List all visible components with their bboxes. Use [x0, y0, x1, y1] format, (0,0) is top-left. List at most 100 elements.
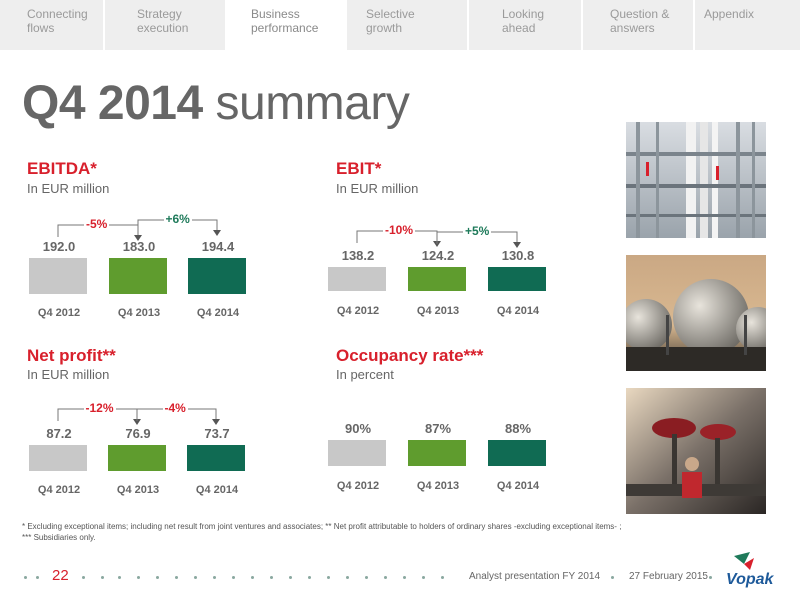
tab-label: performance [251, 21, 319, 35]
industrial-facility-photo [626, 122, 766, 238]
chart-bar [408, 440, 466, 466]
footer-dot [24, 576, 27, 579]
chart-bar [29, 445, 87, 471]
tab-label: Strategy [137, 7, 182, 21]
footer-dot [289, 576, 292, 579]
ebitda-subtitle: In EUR million [27, 181, 110, 196]
change-percent-label: -5% [84, 217, 110, 231]
footer-dot [384, 576, 387, 579]
presentation-date: 27 February 2015 [629, 571, 708, 582]
tab-selective-growth[interactable]: Selective growth [347, 0, 467, 50]
x-axis-label: Q4 2014 [496, 480, 540, 492]
x-axis-label: Q4 2013 [416, 305, 460, 317]
chart-bar [488, 440, 546, 466]
bar-value-label: 192.0 [42, 239, 76, 254]
tab-looking-ahead[interactable]: Looking ahead [469, 0, 581, 50]
vopak-logo: Vopak [720, 550, 780, 590]
footer-dot [82, 576, 85, 579]
ebitda-title: EBITDA* [27, 159, 97, 178]
tab-label: Looking [502, 7, 545, 21]
change-percent-label: -4% [162, 401, 188, 415]
footer-dot [365, 576, 368, 579]
x-axis-label: Q4 2012 [37, 484, 81, 496]
chart-bar [187, 445, 245, 471]
page-title: Q4 2014 summary [22, 76, 410, 132]
tab-label: ahead [502, 21, 536, 35]
top-navigation: Connecting flows Strategy execution Busi… [0, 0, 800, 50]
presentation-name: Analyst presentation FY 2014 [469, 571, 601, 582]
tab-label: Appendix [704, 7, 755, 21]
bar-value-label: 183.0 [122, 239, 156, 254]
change-percent-label: +5% [463, 224, 492, 238]
chart-bar [188, 258, 246, 294]
bar-value-label: 87.2 [46, 426, 72, 441]
footer-dot [156, 576, 159, 579]
chart-bar [328, 267, 386, 291]
footer-dot [232, 576, 235, 579]
x-axis-label: Q4 2012 [37, 307, 81, 319]
storage-tanks-photo [626, 255, 766, 371]
bar-value-label: 124.2 [421, 248, 455, 263]
page-number: 22 [52, 567, 69, 584]
chart-bar [328, 440, 386, 466]
occupancy-subtitle: In percent [336, 367, 394, 382]
x-axis-label: Q4 2014 [196, 307, 240, 319]
footer-dot [251, 576, 254, 579]
x-axis-label: Q4 2012 [336, 480, 380, 492]
tab-label: flows [27, 21, 55, 35]
footer-dot [308, 576, 311, 579]
footer-dot [213, 576, 216, 579]
change-percent-label: +6% [163, 212, 192, 226]
tab-question-answers[interactable]: Question & answers [583, 0, 693, 50]
change-percent-label: -12% [83, 401, 116, 415]
x-axis-label: Q4 2012 [336, 305, 380, 317]
ebit-subtitle: In EUR million [336, 181, 419, 196]
tab-label: Question & [610, 7, 670, 21]
x-axis-label: Q4 2013 [117, 307, 161, 319]
footer-dot [611, 576, 614, 579]
x-axis-label: Q4 2014 [195, 484, 239, 496]
footer-dot [137, 576, 140, 579]
footer-dot [346, 576, 349, 579]
chart-bar [408, 267, 466, 291]
valve-worker-photo [626, 388, 766, 514]
footer-dot [270, 576, 273, 579]
footer-dot [709, 576, 712, 579]
tab-label: Connecting [27, 7, 88, 21]
tab-label: Selective [366, 7, 415, 21]
tab-label: Business [251, 7, 300, 21]
bar-value-label: 88% [504, 421, 532, 436]
bar-value-label: 130.8 [501, 248, 535, 263]
tab-label: execution [137, 21, 189, 35]
footer-dot [194, 576, 197, 579]
bar-value-label: 194.4 [201, 239, 235, 254]
bar-value-label: 87% [424, 421, 452, 436]
tab-strategy-execution[interactable]: Strategy execution [105, 0, 225, 50]
bar-value-label: 138.2 [341, 248, 375, 263]
chart-bar [488, 267, 546, 291]
net-profit-subtitle: In EUR million [27, 367, 110, 382]
net-profit-title: Net profit** [27, 346, 116, 365]
footer-dot [403, 576, 406, 579]
change-percent-label: -10% [383, 223, 416, 237]
tab-connecting-flows[interactable]: Connecting flows [0, 0, 103, 50]
footnote: * Excluding exceptional items; including… [22, 521, 742, 543]
footer-dot [36, 576, 39, 579]
chart-bar [109, 258, 167, 294]
occupancy-title: Occupancy rate*** [336, 346, 484, 365]
tab-appendix[interactable]: Appendix [695, 0, 800, 50]
x-axis-label: Q4 2013 [116, 484, 160, 496]
x-axis-label: Q4 2013 [416, 480, 460, 492]
ebit-title: EBIT* [336, 159, 382, 178]
footer-dot [327, 576, 330, 579]
tab-label: answers [610, 21, 655, 35]
footer-dot [441, 576, 444, 579]
tab-business-performance[interactable]: Business performance [227, 0, 345, 50]
logo-text: Vopak [726, 571, 775, 588]
page-title-rest: summary [202, 77, 410, 130]
footnote-line: * Excluding exceptional items; including… [22, 522, 622, 531]
footnote-line: *** Subsidiaries only. [22, 533, 96, 542]
bar-value-label: 90% [344, 421, 372, 436]
footer-dot [175, 576, 178, 579]
tab-label: growth [366, 21, 403, 35]
